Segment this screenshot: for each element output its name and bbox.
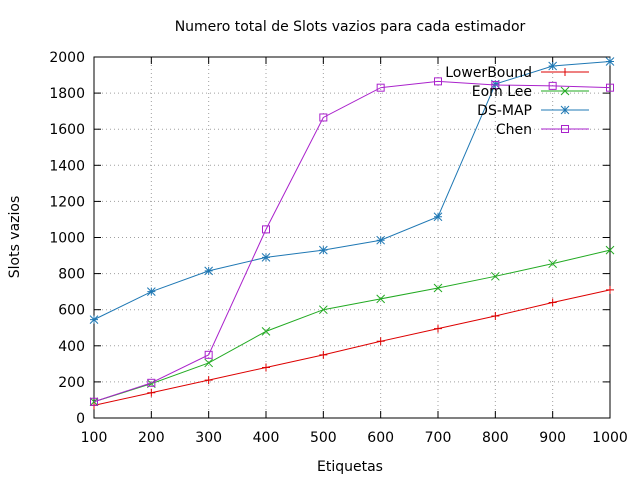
point-marker [606, 285, 614, 294]
x-tick-label: 300 [195, 430, 222, 446]
legend-label: LowerBound [445, 65, 532, 81]
series-chen [90, 77, 614, 406]
chart-title: Numero total de Slots vazios para cada e… [175, 19, 526, 35]
point-marker [490, 271, 500, 281]
x-tick-label: 500 [310, 430, 337, 446]
point-marker [319, 350, 328, 359]
x-tick-label: 900 [539, 430, 566, 446]
y-tick-label: 0 [76, 411, 85, 427]
y-tick-label: 1800 [49, 86, 85, 102]
plot-frame [93, 56, 611, 419]
series-ds-map [89, 57, 615, 324]
point-marker [491, 312, 500, 321]
point-marker [548, 61, 558, 71]
y-tick-label: 2000 [49, 50, 85, 66]
x-tick-label: 700 [425, 430, 452, 446]
point-marker [262, 363, 270, 372]
y-axis-label: Slots vazios [7, 196, 23, 279]
legend-label: Eom Lee [472, 84, 532, 100]
x-tick-label: 200 [138, 430, 165, 446]
point-marker [560, 86, 570, 96]
point-marker [318, 305, 328, 315]
y-tick-label: 1400 [49, 158, 85, 174]
point-marker [376, 294, 386, 304]
legend-label: Chen [496, 122, 532, 138]
point-marker [434, 77, 442, 86]
point-marker [376, 235, 386, 245]
x-tick-label: 400 [253, 430, 280, 446]
point-marker [376, 83, 385, 92]
grid [94, 57, 610, 418]
point-marker [89, 315, 99, 324]
x-axis-label: Etiquetas [317, 459, 383, 475]
axis-ticks: 0 200 400 600 800 1000 1200 1400 1600 1800 2000 100… [49, 50, 627, 446]
point-marker [376, 337, 385, 346]
point-marker [560, 105, 570, 115]
point-marker [548, 259, 558, 269]
point-marker [433, 212, 443, 222]
point-marker [548, 81, 557, 90]
series-line [93, 249, 611, 403]
y-tick-label: 400 [58, 339, 85, 355]
y-tick-label: 1600 [49, 122, 85, 138]
point-marker [147, 378, 156, 387]
point-marker [605, 245, 615, 255]
series-line [93, 80, 611, 403]
x-tick-label: 1000 [592, 430, 628, 446]
point-marker [261, 253, 271, 262]
point-marker [90, 397, 98, 406]
point-marker [605, 57, 615, 66]
point-marker [548, 298, 557, 307]
point-marker [204, 350, 213, 359]
point-marker [261, 327, 271, 336]
y-tick-label: 200 [58, 375, 85, 391]
point-marker [204, 376, 213, 385]
legend-label: DS-MAP [477, 103, 532, 119]
point-marker [204, 266, 214, 276]
point-marker [204, 358, 214, 368]
series-group [89, 57, 615, 410]
x-tick-label: 800 [482, 430, 509, 446]
point-marker [433, 283, 443, 293]
series-eom-lee [89, 245, 615, 407]
series-line [93, 289, 611, 406]
point-marker [146, 287, 156, 297]
y-tick-label: 800 [58, 267, 85, 283]
y-tick-label: 1200 [49, 194, 85, 210]
point-marker [491, 80, 500, 89]
point-marker [434, 324, 442, 333]
y-tick-label: 600 [58, 303, 85, 319]
point-marker [318, 245, 328, 255]
point-marker [490, 79, 500, 89]
x-tick-label: 600 [367, 430, 394, 446]
point-marker [561, 125, 569, 133]
point-marker [606, 83, 614, 92]
series-lowerbound [90, 285, 614, 410]
point-marker [561, 68, 569, 76]
point-marker [319, 113, 328, 122]
point-marker [262, 225, 270, 234]
point-marker [147, 388, 156, 397]
legend: LowerBound Eom Lee DS-MAP Chen [445, 65, 589, 138]
series-line [93, 61, 611, 321]
y-tick-label: 1000 [49, 231, 85, 247]
x-tick-label: 100 [81, 430, 108, 446]
